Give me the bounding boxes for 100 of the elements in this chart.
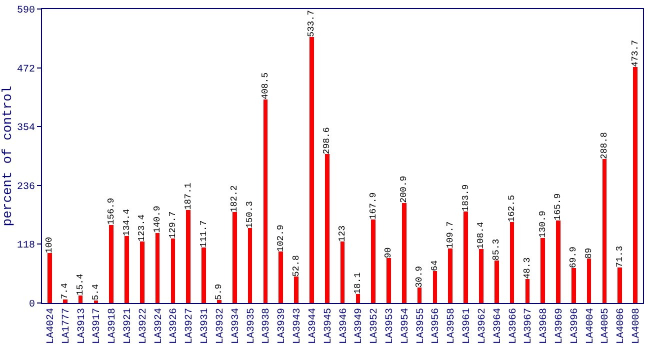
x-tick-label: LA3939 (277, 308, 288, 344)
data-label: 162.5 (507, 195, 518, 222)
bar (618, 267, 622, 303)
x-tick-label: LA3918 (108, 308, 119, 344)
bar (263, 99, 268, 303)
data-label: 64 (430, 260, 440, 272)
x-tick-label: LA3956 (431, 308, 442, 344)
x-tick-label: LA3968 (539, 308, 550, 344)
data-label: 182.2 (230, 185, 240, 212)
bar (633, 66, 638, 303)
x-tick-label: LA4004 (585, 308, 596, 344)
x-tick-label: LA3917 (92, 308, 104, 344)
x-tick-label: LA3921 (123, 308, 134, 344)
bar (294, 276, 298, 303)
x-tick-label: LA3964 (492, 308, 504, 344)
x-tick-label: LA3927 (184, 308, 196, 344)
data-label: 167.9 (368, 192, 378, 220)
data-label: 71.3 (614, 246, 625, 268)
data-label: 48.3 (522, 257, 532, 279)
data-label: 111.7 (198, 220, 209, 248)
x-tick-label: LA3962 (477, 308, 488, 344)
x-tick-label: LA3969 (554, 308, 566, 344)
data-label: 5.9 (214, 284, 224, 300)
x-tick-label: LA3943 (292, 308, 304, 344)
bar (202, 247, 206, 303)
bar (432, 271, 438, 303)
bar (417, 288, 422, 303)
x-tick-label: LA3944 (308, 308, 319, 344)
bar (78, 295, 83, 303)
data-label: 100 (44, 236, 55, 254)
bar (155, 232, 160, 303)
data-label: 533.7 (306, 10, 317, 38)
data-label: 187.1 (183, 182, 194, 210)
x-tick-label: LA3958 (446, 308, 458, 344)
data-label: 52.8 (291, 255, 302, 277)
bar (356, 294, 360, 303)
x-tick-label: LA4024 (46, 308, 57, 344)
data-label: 298.6 (322, 127, 332, 154)
x-tick-label: LA3931 (200, 308, 212, 344)
data-label: 165.9 (553, 193, 564, 220)
y-tick-label: 590 (16, 6, 35, 16)
y-tick-label: 118 (16, 240, 35, 252)
x-tick-label: LA3913 (76, 308, 88, 344)
data-label: 30.9 (414, 266, 425, 288)
bar (510, 222, 514, 303)
bar (217, 300, 222, 303)
data-label: 183.9 (460, 184, 471, 212)
x-tick-label: LA3945 (323, 308, 334, 344)
data-label: 102.9 (276, 224, 286, 252)
x-tick-label: LA3961 (462, 308, 474, 344)
bar (310, 37, 314, 303)
bar (540, 238, 545, 303)
bar (278, 252, 284, 303)
x-tick-label: LA3967 (524, 308, 535, 344)
bar (140, 242, 144, 303)
bar (386, 258, 391, 303)
bar (48, 253, 52, 303)
x-tick-label: LA3935 (246, 308, 258, 344)
x-tick-label: LA3952 (370, 308, 381, 344)
bar (479, 248, 484, 303)
data-label: 473.7 (630, 40, 640, 67)
data-label: 130.9 (538, 210, 548, 238)
x-tick-label: LA3924 (154, 308, 165, 344)
data-label: 134.4 (122, 209, 132, 236)
data-label: 69.9 (568, 246, 579, 268)
x-tick-label: LA3955 (416, 308, 427, 344)
x-tick-label: LA3934 (230, 308, 242, 344)
x-tick-label: LA3996 (570, 308, 581, 344)
data-label: 109.7 (445, 221, 456, 248)
data-label: 150.3 (245, 201, 256, 228)
data-label: 156.9 (106, 198, 116, 225)
x-tick-label: LA4005 (600, 308, 612, 344)
data-label: 288.8 (599, 132, 610, 160)
data-label: 123 (338, 226, 348, 242)
x-tick-label: LA1777 (61, 308, 72, 344)
y-axis-title: percent of control (0, 86, 15, 226)
x-tick-label: LA3953 (384, 308, 396, 344)
bar (62, 299, 68, 303)
bar (186, 210, 191, 303)
x-tick-label: LA4008 (632, 308, 643, 344)
x-tick-label: LA3954 (400, 308, 412, 344)
data-label: 5.4 (90, 284, 101, 300)
bar (248, 228, 252, 303)
x-tick-label: LA3946 (338, 308, 350, 344)
bar (464, 211, 468, 303)
bar (109, 224, 114, 303)
bar (556, 220, 560, 303)
data-label: 200.9 (399, 176, 410, 203)
bar (124, 236, 129, 303)
data-label: 108.4 (476, 222, 486, 249)
x-tick-label: LA3949 (354, 308, 366, 344)
bar (525, 278, 530, 303)
bar (448, 248, 453, 303)
data-label: 129.7 (168, 211, 178, 238)
x-tick-label: LA3922 (138, 308, 150, 344)
data-label: 15.4 (76, 274, 86, 296)
y-tick-label: 472 (16, 64, 35, 76)
data-label: 140.9 (152, 206, 163, 233)
bar (232, 212, 237, 303)
x-tick-label: LA3932 (215, 308, 226, 344)
